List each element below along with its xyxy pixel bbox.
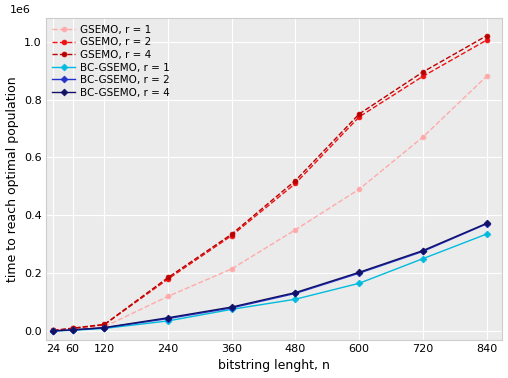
GSEMO, r = 1 <box>420 135 426 139</box>
GSEMO, r = 1 <box>356 187 362 192</box>
Line: GSEMO, r = 1: GSEMO, r = 1 <box>51 74 489 333</box>
BC-GSEMO, r = 1 <box>420 256 426 261</box>
BC-GSEMO, r = 1 <box>102 326 108 331</box>
BC-GSEMO, r = 4 <box>229 305 235 309</box>
GSEMO, r = 4 <box>165 275 171 280</box>
BC-GSEMO, r = 4 <box>70 328 76 332</box>
GSEMO, r = 2 <box>420 74 426 79</box>
BC-GSEMO, r = 1 <box>229 307 235 311</box>
BC-GSEMO, r = 4 <box>293 290 299 295</box>
GSEMO, r = 2 <box>356 115 362 119</box>
BC-GSEMO, r = 4 <box>356 270 362 274</box>
GSEMO, r = 1 <box>484 74 490 79</box>
BC-GSEMO, r = 1 <box>356 281 362 285</box>
X-axis label: bitstring lenght, n: bitstring lenght, n <box>218 359 330 372</box>
BC-GSEMO, r = 2 <box>229 306 235 310</box>
GSEMO, r = 4 <box>356 112 362 116</box>
GSEMO, r = 2 <box>70 326 76 331</box>
BC-GSEMO, r = 4 <box>165 316 171 320</box>
GSEMO, r = 2 <box>229 233 235 238</box>
Line: BC-GSEMO, r = 2: BC-GSEMO, r = 2 <box>51 222 489 333</box>
GSEMO, r = 1 <box>50 328 56 333</box>
GSEMO, r = 4 <box>420 70 426 74</box>
BC-GSEMO, r = 1 <box>293 297 299 302</box>
BC-GSEMO, r = 2 <box>70 328 76 332</box>
BC-GSEMO, r = 1 <box>70 328 76 333</box>
GSEMO, r = 2 <box>293 181 299 186</box>
BC-GSEMO, r = 1 <box>165 319 171 323</box>
Y-axis label: time to reach optimal population: time to reach optimal population <box>6 76 19 282</box>
Line: BC-GSEMO, r = 4: BC-GSEMO, r = 4 <box>51 221 489 333</box>
Line: GSEMO, r = 2: GSEMO, r = 2 <box>51 38 489 333</box>
Text: 1e6: 1e6 <box>10 5 30 15</box>
BC-GSEMO, r = 2 <box>50 328 56 333</box>
GSEMO, r = 4 <box>484 34 490 38</box>
BC-GSEMO, r = 2 <box>484 222 490 226</box>
BC-GSEMO, r = 2 <box>356 271 362 276</box>
BC-GSEMO, r = 4 <box>50 328 56 333</box>
GSEMO, r = 4 <box>293 178 299 183</box>
Line: GSEMO, r = 4: GSEMO, r = 4 <box>51 33 489 333</box>
GSEMO, r = 2 <box>165 277 171 281</box>
BC-GSEMO, r = 1 <box>484 232 490 236</box>
GSEMO, r = 1 <box>70 327 76 332</box>
BC-GSEMO, r = 1 <box>50 328 56 333</box>
BC-GSEMO, r = 2 <box>102 325 108 330</box>
GSEMO, r = 2 <box>102 322 108 327</box>
BC-GSEMO, r = 4 <box>420 248 426 253</box>
BC-GSEMO, r = 4 <box>484 221 490 226</box>
Legend: GSEMO, r = 1, GSEMO, r = 2, GSEMO, r = 4, BC-GSEMO, r = 1, BC-GSEMO, r = 2, BC-G: GSEMO, r = 1, GSEMO, r = 2, GSEMO, r = 4… <box>49 22 173 101</box>
GSEMO, r = 1 <box>293 228 299 232</box>
GSEMO, r = 1 <box>102 324 108 329</box>
BC-GSEMO, r = 2 <box>420 249 426 254</box>
BC-GSEMO, r = 4 <box>102 325 108 330</box>
GSEMO, r = 2 <box>484 38 490 42</box>
GSEMO, r = 1 <box>165 294 171 299</box>
BC-GSEMO, r = 2 <box>293 291 299 296</box>
GSEMO, r = 1 <box>229 266 235 271</box>
GSEMO, r = 4 <box>50 328 56 333</box>
Line: BC-GSEMO, r = 1: BC-GSEMO, r = 1 <box>51 232 489 333</box>
GSEMO, r = 4 <box>229 232 235 236</box>
GSEMO, r = 2 <box>50 328 56 333</box>
BC-GSEMO, r = 2 <box>165 316 171 321</box>
GSEMO, r = 4 <box>70 326 76 330</box>
GSEMO, r = 4 <box>102 322 108 327</box>
